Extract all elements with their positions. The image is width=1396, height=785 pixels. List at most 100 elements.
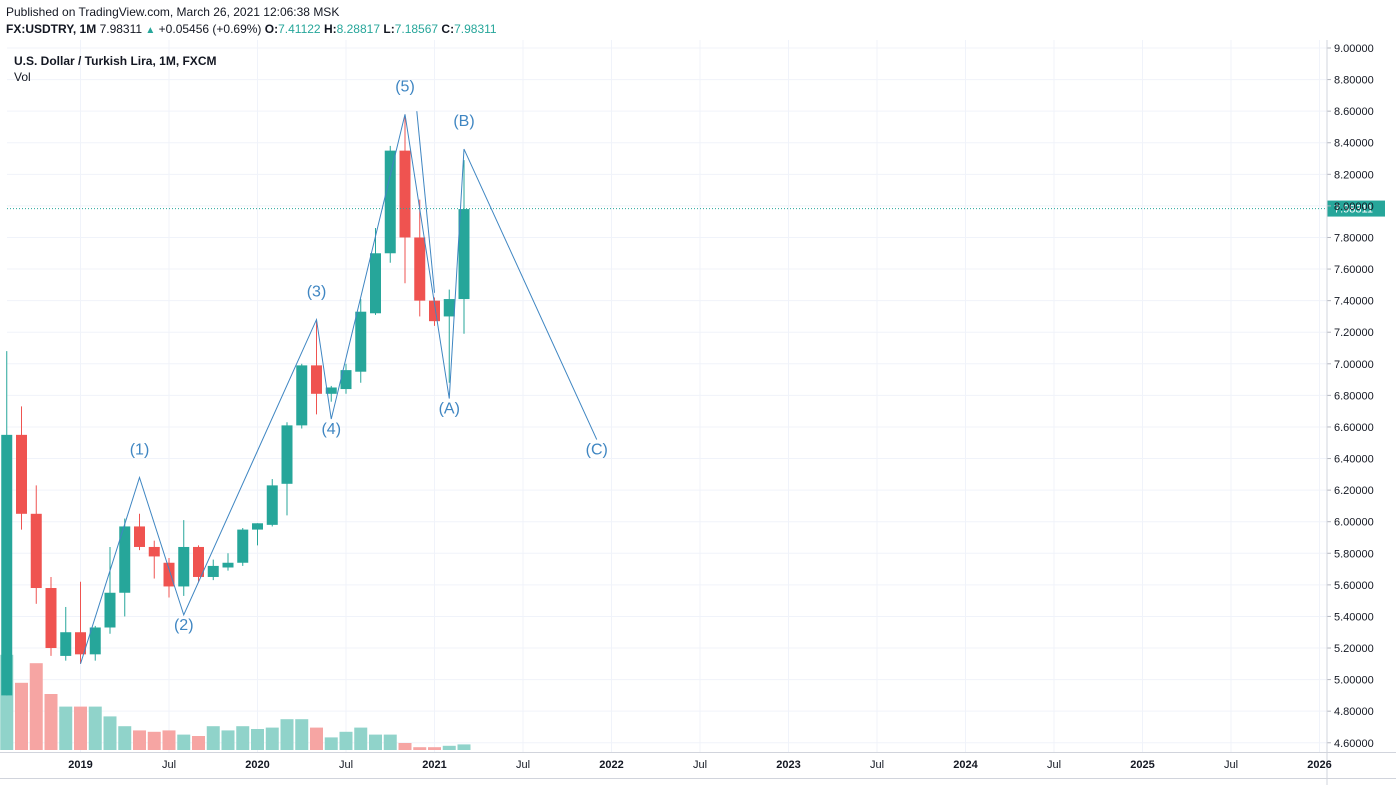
- x-tick-label: 2026: [1307, 759, 1331, 771]
- candle-body: [252, 523, 263, 530]
- candle: [16, 406, 27, 530]
- candle: [30, 485, 42, 604]
- elliott-wave-lines: [80, 111, 598, 664]
- candle: [119, 518, 131, 617]
- volume-bar: [251, 729, 264, 750]
- candle-body: [399, 150, 411, 238]
- candle: [399, 114, 411, 284]
- candle-body: [340, 370, 352, 390]
- y-tick-label: 7.00000: [1334, 359, 1374, 371]
- volume-bar: [29, 663, 43, 750]
- chart-grid: [7, 40, 1327, 752]
- y-tick-label: 5.60000: [1334, 580, 1374, 592]
- candle: [193, 545, 204, 582]
- wave-label: (C): [586, 442, 608, 459]
- candle: [266, 479, 278, 527]
- volume-bar: [324, 737, 338, 750]
- y-tick-label: 6.20000: [1334, 485, 1374, 497]
- candle-body: [458, 209, 470, 300]
- volume-bar: [236, 726, 250, 750]
- candle-body: [89, 627, 101, 655]
- candle-body: [325, 387, 337, 394]
- candle-body: [370, 253, 381, 314]
- candle-body: [60, 632, 72, 656]
- low-label: L:: [383, 22, 395, 36]
- y-tick-label: 7.60000: [1334, 264, 1374, 276]
- volume-bar: [413, 747, 427, 750]
- candle: [325, 385, 337, 402]
- chart-header: Published on TradingView.com, March 26, …: [0, 0, 1396, 40]
- wave-label: (2): [174, 617, 194, 634]
- candle-body: [237, 529, 249, 563]
- volume-bar: [310, 727, 323, 750]
- volume-bar: [280, 719, 294, 750]
- volume-bar: [398, 743, 412, 750]
- volume-bar: [177, 734, 191, 750]
- candle-body: [178, 546, 190, 587]
- y-tick-label: 5.40000: [1334, 611, 1374, 623]
- elliott-wave-extra-line: [416, 111, 435, 293]
- candle: [45, 576, 57, 656]
- price-change: +0.05456 (+0.69%): [158, 22, 262, 36]
- candle: [355, 299, 367, 383]
- candle-body: [163, 562, 175, 587]
- wave-label: (B): [453, 113, 474, 130]
- close-value: 7.98311: [454, 22, 497, 36]
- x-tick-label: 2023: [776, 759, 800, 771]
- candle-body: [45, 588, 57, 649]
- candle-body: [148, 546, 160, 557]
- high-value: 8.28817: [336, 22, 381, 36]
- volume-bar: [354, 727, 368, 750]
- series-legend: U.S. Dollar / Turkish Lira, 1M, FXCM Vol: [14, 54, 216, 84]
- candle: [163, 558, 175, 598]
- x-tick-label: 2019: [68, 759, 92, 771]
- volume-bar: [265, 727, 279, 750]
- symbol-label[interactable]: FX:USDTRY, 1M: [6, 22, 97, 36]
- x-tick-label: Jul: [516, 759, 530, 771]
- volume-bar: [457, 744, 471, 750]
- candle-body: [281, 425, 293, 484]
- x-tick-label: Jul: [339, 759, 353, 771]
- candle-body: [222, 562, 234, 568]
- ohlc-row: FX:USDTRY, 1M 7.98311 ▲ +0.05456 (+0.69%…: [6, 22, 497, 36]
- volume-bar: [442, 745, 456, 750]
- candle: [60, 606, 72, 661]
- y-tick-label: 8.60000: [1334, 106, 1374, 118]
- volume-bar: [103, 716, 117, 750]
- x-tick-label: 2022: [599, 759, 623, 771]
- last-price-line: 7.98311: [7, 200, 1385, 217]
- time-axis: 2019 Jul 2020 Jul 2021 Jul 2022 Jul 2023 Jul 2024 J…: [0, 752, 1396, 779]
- y-tick-label: 8.80000: [1334, 75, 1374, 87]
- volume-bars: [0, 654, 471, 750]
- y-tick-label: 6.80000: [1334, 390, 1374, 402]
- volume-bar: [162, 730, 176, 750]
- candle: [384, 145, 396, 263]
- x-tick-label: 2020: [245, 759, 269, 771]
- candle-body: [1, 434, 13, 696]
- volume-bar: [206, 726, 220, 750]
- volume-bar: [118, 726, 132, 750]
- candle-body: [355, 311, 367, 372]
- candle: [443, 289, 455, 383]
- y-tick-label: 7.20000: [1334, 327, 1374, 339]
- close-label: C:: [441, 22, 455, 36]
- volume-bar: [147, 731, 161, 750]
- candle: [222, 553, 234, 571]
- volume-bar: [59, 706, 73, 750]
- candle-body: [207, 565, 219, 577]
- volume-legend[interactable]: Vol: [14, 70, 31, 84]
- candle: [296, 363, 308, 429]
- candle: [370, 228, 381, 315]
- low-value: 7.18567: [394, 22, 439, 36]
- candle-body: [16, 434, 27, 514]
- volume-bar: [339, 731, 353, 750]
- y-tick-label: 6.00000: [1334, 517, 1374, 529]
- x-tick-label: Jul: [870, 759, 884, 771]
- x-tick-label: Jul: [1224, 759, 1238, 771]
- volume-bar: [15, 682, 28, 750]
- candle: [134, 513, 145, 551]
- series-name[interactable]: U.S. Dollar / Turkish Lira, 1M, FXCM: [14, 54, 217, 68]
- candle-body: [193, 546, 204, 577]
- candle-body: [266, 485, 278, 525]
